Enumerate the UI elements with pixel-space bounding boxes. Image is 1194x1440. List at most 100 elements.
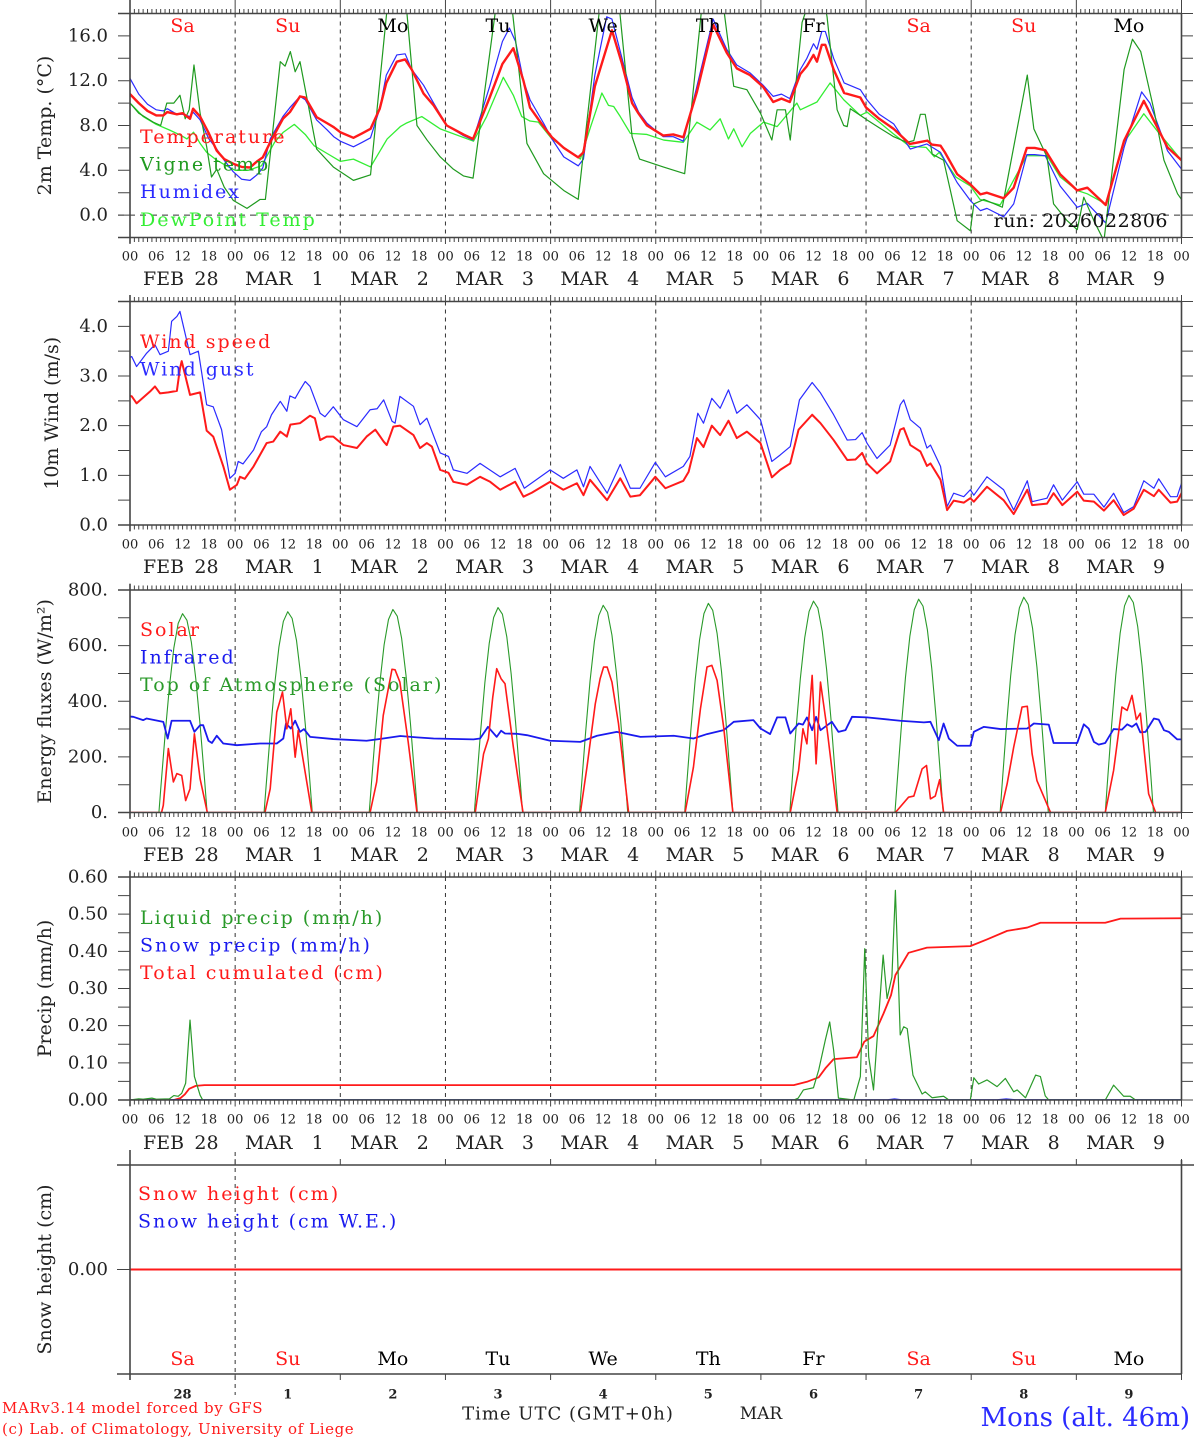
x-date-day: 9 bbox=[1153, 556, 1165, 578]
x-hour-label: 06 bbox=[253, 250, 270, 265]
x-hour-label: 18 bbox=[1042, 250, 1059, 265]
x-hour-label: 00 bbox=[647, 826, 664, 841]
x-hour-label: 00 bbox=[122, 1113, 139, 1128]
y-axis-left-ticks bbox=[118, 301, 130, 526]
y-tick-label: 0.0 bbox=[79, 515, 108, 536]
x-hour-label: 00 bbox=[1173, 826, 1190, 841]
x-hour-label: 00 bbox=[963, 250, 980, 265]
y-tick-label: 3.0 bbox=[79, 366, 108, 387]
legend-entry-snowprecip: Snow precip (mm/h) bbox=[140, 935, 372, 957]
series-line-solar bbox=[130, 664, 1182, 813]
x-date-month: FEB bbox=[143, 268, 184, 290]
x-hour-label: 12 bbox=[1015, 826, 1032, 841]
x-hour-label: 12 bbox=[174, 1113, 191, 1128]
series-line-infrared bbox=[130, 715, 1182, 747]
precip-panel: 0.00 0.10 0.20 0.30 0.40 0.50 0.60 Precip (mm/h… bbox=[34, 867, 1193, 1154]
y-tick-label: 800. bbox=[68, 580, 108, 601]
x-hour-label: 12 bbox=[805, 1113, 822, 1128]
y-tick-label: 8.0 bbox=[79, 115, 108, 136]
x-date-day: 8 bbox=[1048, 1132, 1060, 1154]
weekday-label: Th bbox=[696, 15, 721, 37]
x-hour-label: 12 bbox=[490, 250, 507, 265]
x-hour-label: 00 bbox=[1173, 538, 1190, 553]
x-date-day: 3 bbox=[522, 1132, 534, 1154]
x-hour-label: 12 bbox=[910, 826, 927, 841]
x-date-day: 6 bbox=[837, 556, 849, 578]
x-hour-label: 18 bbox=[306, 538, 323, 553]
x-hour-label: 06 bbox=[674, 826, 691, 841]
x-hour-label: 18 bbox=[306, 250, 323, 265]
x-hour-label: 18 bbox=[621, 1113, 638, 1128]
x-day-number: 5 bbox=[704, 1388, 713, 1403]
x-date-day: 7 bbox=[943, 844, 955, 866]
x-date-month: MAR bbox=[350, 844, 398, 866]
x-hour-label: 18 bbox=[1147, 538, 1164, 553]
x-hour-label: 12 bbox=[385, 826, 402, 841]
x-hour-label: 12 bbox=[700, 250, 717, 265]
x-hour-label: 12 bbox=[279, 1113, 296, 1128]
snow-panel: 0.00 Snow height (cm) Snow height (cm) Snow… bbox=[34, 1150, 1194, 1403]
x-hour-label: 00 bbox=[227, 250, 244, 265]
x-hour-label: 06 bbox=[884, 538, 901, 553]
x-hour-label: 00 bbox=[647, 538, 664, 553]
x-hour-label: 12 bbox=[279, 826, 296, 841]
x-date-month: MAR bbox=[1086, 556, 1134, 578]
x-date-day: 9 bbox=[1153, 1132, 1165, 1154]
x-date-month: FEB bbox=[143, 844, 184, 866]
x-hour-label: 06 bbox=[779, 538, 796, 553]
x-date-day: 5 bbox=[732, 844, 744, 866]
x-hour-label: 18 bbox=[726, 538, 743, 553]
x-hour-label: 18 bbox=[516, 250, 533, 265]
x-hour-label: 18 bbox=[1042, 1113, 1059, 1128]
x-hour-label: 12 bbox=[385, 1113, 402, 1128]
x-date-day: 2 bbox=[417, 556, 429, 578]
y-tick-label: 0.00 bbox=[68, 1259, 108, 1280]
x-hour-label: 00 bbox=[437, 250, 454, 265]
x-hour-label: 00 bbox=[1068, 250, 1085, 265]
x-date-month: MAR bbox=[245, 1132, 293, 1154]
weekday-label: Mo bbox=[1113, 15, 1144, 37]
x-hour-label: 00 bbox=[332, 250, 349, 265]
x-hour-label: 06 bbox=[569, 826, 586, 841]
y-axis-title: Snow height (cm) bbox=[34, 1184, 56, 1354]
x-hour-label: 18 bbox=[621, 826, 638, 841]
x-hour-label: 06 bbox=[884, 1113, 901, 1128]
x-hour-label: 18 bbox=[201, 538, 218, 553]
y-axis-title: Energy fluxes (W/m²) bbox=[34, 599, 56, 803]
x-date-month: MAR bbox=[666, 844, 714, 866]
x-hour-label: 12 bbox=[595, 250, 612, 265]
legend-entry-dewpoint: DewPoint Temp bbox=[140, 209, 317, 231]
x-hour-label: 12 bbox=[279, 538, 296, 553]
x-hour-label: 00 bbox=[437, 538, 454, 553]
x-hour-label: 18 bbox=[937, 826, 954, 841]
x-hour-label: 06 bbox=[569, 250, 586, 265]
x-date-day: 28 bbox=[194, 844, 218, 866]
y-axis-left-ticks bbox=[118, 13, 130, 238]
x-hour-label: 12 bbox=[385, 250, 402, 265]
temperature-panel: 0.0 4.0 8.0 12.0 16.0 2m Temp. (°C) Temperatur… bbox=[34, 0, 1193, 290]
x-hour-label: 12 bbox=[910, 538, 927, 553]
x-hour-label: 00 bbox=[227, 826, 244, 841]
legend-entry-toa: Top of Atmosphere (Solar) bbox=[140, 674, 443, 696]
legend-entry-solar: Solar bbox=[140, 619, 201, 641]
legend-entry-snowheight: Snow height (cm) bbox=[138, 1183, 340, 1205]
chart-layer: 0.04.08.012.016.02m Temp. (°C) Temperatur… bbox=[34, 0, 1194, 1403]
x-hour-label: 00 bbox=[332, 538, 349, 553]
x-date-day: 2 bbox=[417, 1132, 429, 1154]
x-date-month: FEB bbox=[143, 1132, 184, 1154]
x-hour-label: 18 bbox=[411, 1113, 428, 1128]
x-hour-label: 00 bbox=[753, 538, 770, 553]
y-axis-right-ticks bbox=[1181, 589, 1193, 813]
x-hour-label: 12 bbox=[1121, 250, 1138, 265]
x-hour-label: 06 bbox=[674, 538, 691, 553]
x-hour-label: 12 bbox=[385, 538, 402, 553]
x-date-month: MAR bbox=[771, 1132, 819, 1154]
x-date-month: MAR bbox=[666, 556, 714, 578]
x-hour-label: 12 bbox=[1121, 826, 1138, 841]
x-hour-label: 00 bbox=[542, 1113, 559, 1128]
x-hour-label: 06 bbox=[569, 538, 586, 553]
x-hour-label: 12 bbox=[1015, 538, 1032, 553]
weekday-label: Tu bbox=[486, 15, 511, 37]
x-date-day: 2 bbox=[417, 268, 429, 290]
